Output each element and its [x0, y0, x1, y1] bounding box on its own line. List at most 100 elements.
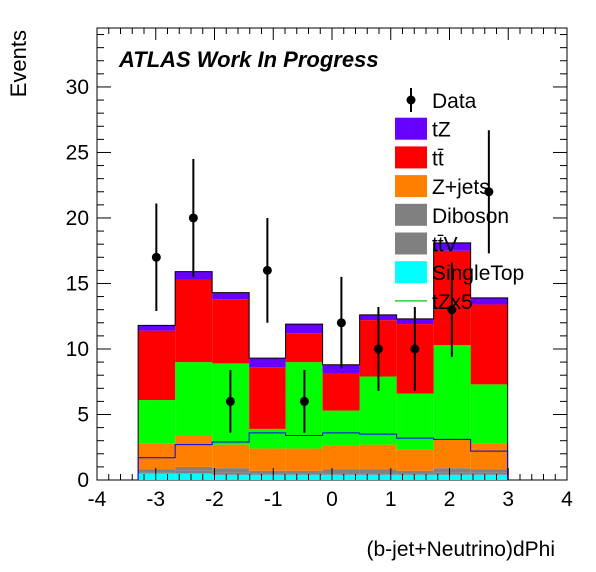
y-tick-label-0: 0: [77, 469, 89, 492]
bar-3-bin-7: [396, 449, 434, 471]
data-point-9: [484, 187, 494, 197]
bar-5-bin-1: [175, 279, 213, 363]
legend-swatch-1: [395, 117, 427, 140]
bar-3-bin-3: [249, 448, 286, 471]
x-tick-label-1: -3: [146, 488, 165, 511]
bar-2-bin-5: [322, 469, 360, 474]
bar-0-bin-4: [285, 474, 323, 480]
x-tick-label-8: 4: [561, 488, 573, 511]
data-point-1: [188, 213, 198, 223]
x-tick-label-4: 0: [326, 488, 338, 511]
bar-5-bin-0: [138, 330, 176, 401]
legend-label-5: tt̄V: [432, 234, 458, 257]
data-point-2: [225, 396, 235, 406]
bar-4-bin-9: [470, 384, 508, 444]
y-tick-label-5: 25: [66, 141, 89, 164]
legend: Data tZ tt̄ Z+jets Diboson tt̄V SingleTop tZx5: [395, 88, 524, 314]
bar-3-bin-5: [322, 445, 360, 470]
legend-label-1: tZ: [432, 119, 451, 142]
bar-0-bin-9: [470, 474, 508, 480]
bar-5-bin-4: [285, 333, 323, 363]
bar-3-bin-4: [285, 448, 323, 471]
legend-label-2: tt̄: [432, 147, 444, 170]
bar-3-bin-0: [138, 443, 176, 470]
bar-2-bin-9: [470, 469, 508, 473]
bar-1-bin-6: [359, 473, 397, 475]
bar-5-bin-9: [470, 304, 508, 385]
x-tick-label-5: 1: [385, 488, 397, 511]
bar-2-bin-2: [212, 468, 250, 473]
bar-2-bin-7: [396, 470, 434, 474]
bar-1-bin-7: [396, 473, 434, 475]
bar-1-bin-3: [249, 473, 286, 475]
bar-4-bin-3: [249, 428, 286, 449]
x-tick-label-2: -2: [205, 488, 224, 511]
bar-2-bin-4: [285, 470, 323, 474]
legend-swatch-4: [395, 203, 427, 226]
x-axis-label: (b-jet+Neutrino)dPhi: [366, 538, 555, 561]
bar-6-bin-8: [433, 242, 471, 251]
bar-0-bin-5: [322, 474, 360, 480]
bar-5-bin-2: [212, 299, 250, 364]
signal-layer: [137, 432, 509, 480]
bar-4-bin-0: [138, 400, 176, 444]
bar-3-bin-6: [359, 444, 397, 470]
bar-1-bin-1: [175, 470, 213, 474]
bar-6-bin-0: [138, 325, 176, 331]
bar-1-bin-5: [322, 473, 360, 475]
data-point-6: [373, 344, 383, 354]
bar-2-bin-1: [175, 466, 213, 471]
bar-5-bin-3: [249, 367, 286, 429]
data-point-8: [447, 305, 457, 315]
bar-5-bin-5: [322, 373, 360, 411]
y-tick-label-2: 10: [66, 338, 89, 361]
bar-1-bin-0: [138, 472, 176, 474]
y-tick-label-1: 5: [77, 403, 89, 426]
legend-swatch-6: [395, 261, 427, 284]
bar-3-bin-9: [470, 443, 508, 470]
bar-0-bin-0: [138, 473, 176, 480]
bar-4-bin-5: [322, 410, 360, 446]
bar-2-bin-8: [433, 468, 471, 473]
legend-label-3: Z+jets: [432, 176, 490, 199]
bar-2-bin-6: [359, 469, 397, 474]
data-point-4: [299, 396, 309, 406]
bar-6-bin-5: [322, 364, 360, 374]
bar-6-bin-2: [212, 292, 250, 300]
bar-3-bin-1: [175, 435, 213, 467]
y-tick-label-6: 30: [66, 76, 89, 99]
legend-label-0: Data: [432, 90, 477, 113]
y-axis-label: Events: [6, 30, 31, 97]
bar-4-bin-1: [175, 362, 213, 436]
bar-3-bin-2: [212, 444, 250, 469]
bar-2-bin-0: [138, 469, 176, 473]
data-point-3: [262, 265, 272, 275]
legend-swatch-5: [395, 232, 427, 255]
bar-0-bin-7: [396, 474, 434, 480]
data-point-7: [410, 344, 420, 354]
bar-1-bin-2: [212, 472, 250, 475]
legend-marker-0: [406, 95, 416, 105]
bar-2-bin-3: [249, 470, 286, 474]
signal-line: [137, 432, 509, 480]
data-point-5: [336, 318, 346, 328]
data-point-0: [151, 252, 161, 262]
legend-label-6: SingleTop: [432, 262, 524, 285]
axis-layer: -4 -3 -2 -1 0 1 2 3 4 0 5 10 15 20 25 30: [66, 28, 573, 511]
bar-6-bin-9: [470, 297, 508, 305]
bar-1-bin-4: [285, 473, 323, 475]
bar-6-bin-4: [285, 324, 323, 334]
stack-layer: [97, 242, 567, 481]
legend-swatch-2: [395, 146, 427, 169]
bar-0-bin-2: [212, 474, 250, 480]
atlas-annotation: ATLAS Work In Progress: [118, 47, 379, 72]
bar-4-bin-8: [433, 345, 471, 440]
bar-0-bin-3: [249, 474, 286, 480]
bar-1-bin-8: [433, 472, 471, 475]
data-layer: [151, 130, 494, 433]
legend-label-7: tZx5: [432, 291, 473, 314]
legend-swatch-3: [395, 175, 427, 198]
x-tick-label-6: 2: [444, 488, 456, 511]
y-tick-label-4: 20: [66, 207, 89, 230]
